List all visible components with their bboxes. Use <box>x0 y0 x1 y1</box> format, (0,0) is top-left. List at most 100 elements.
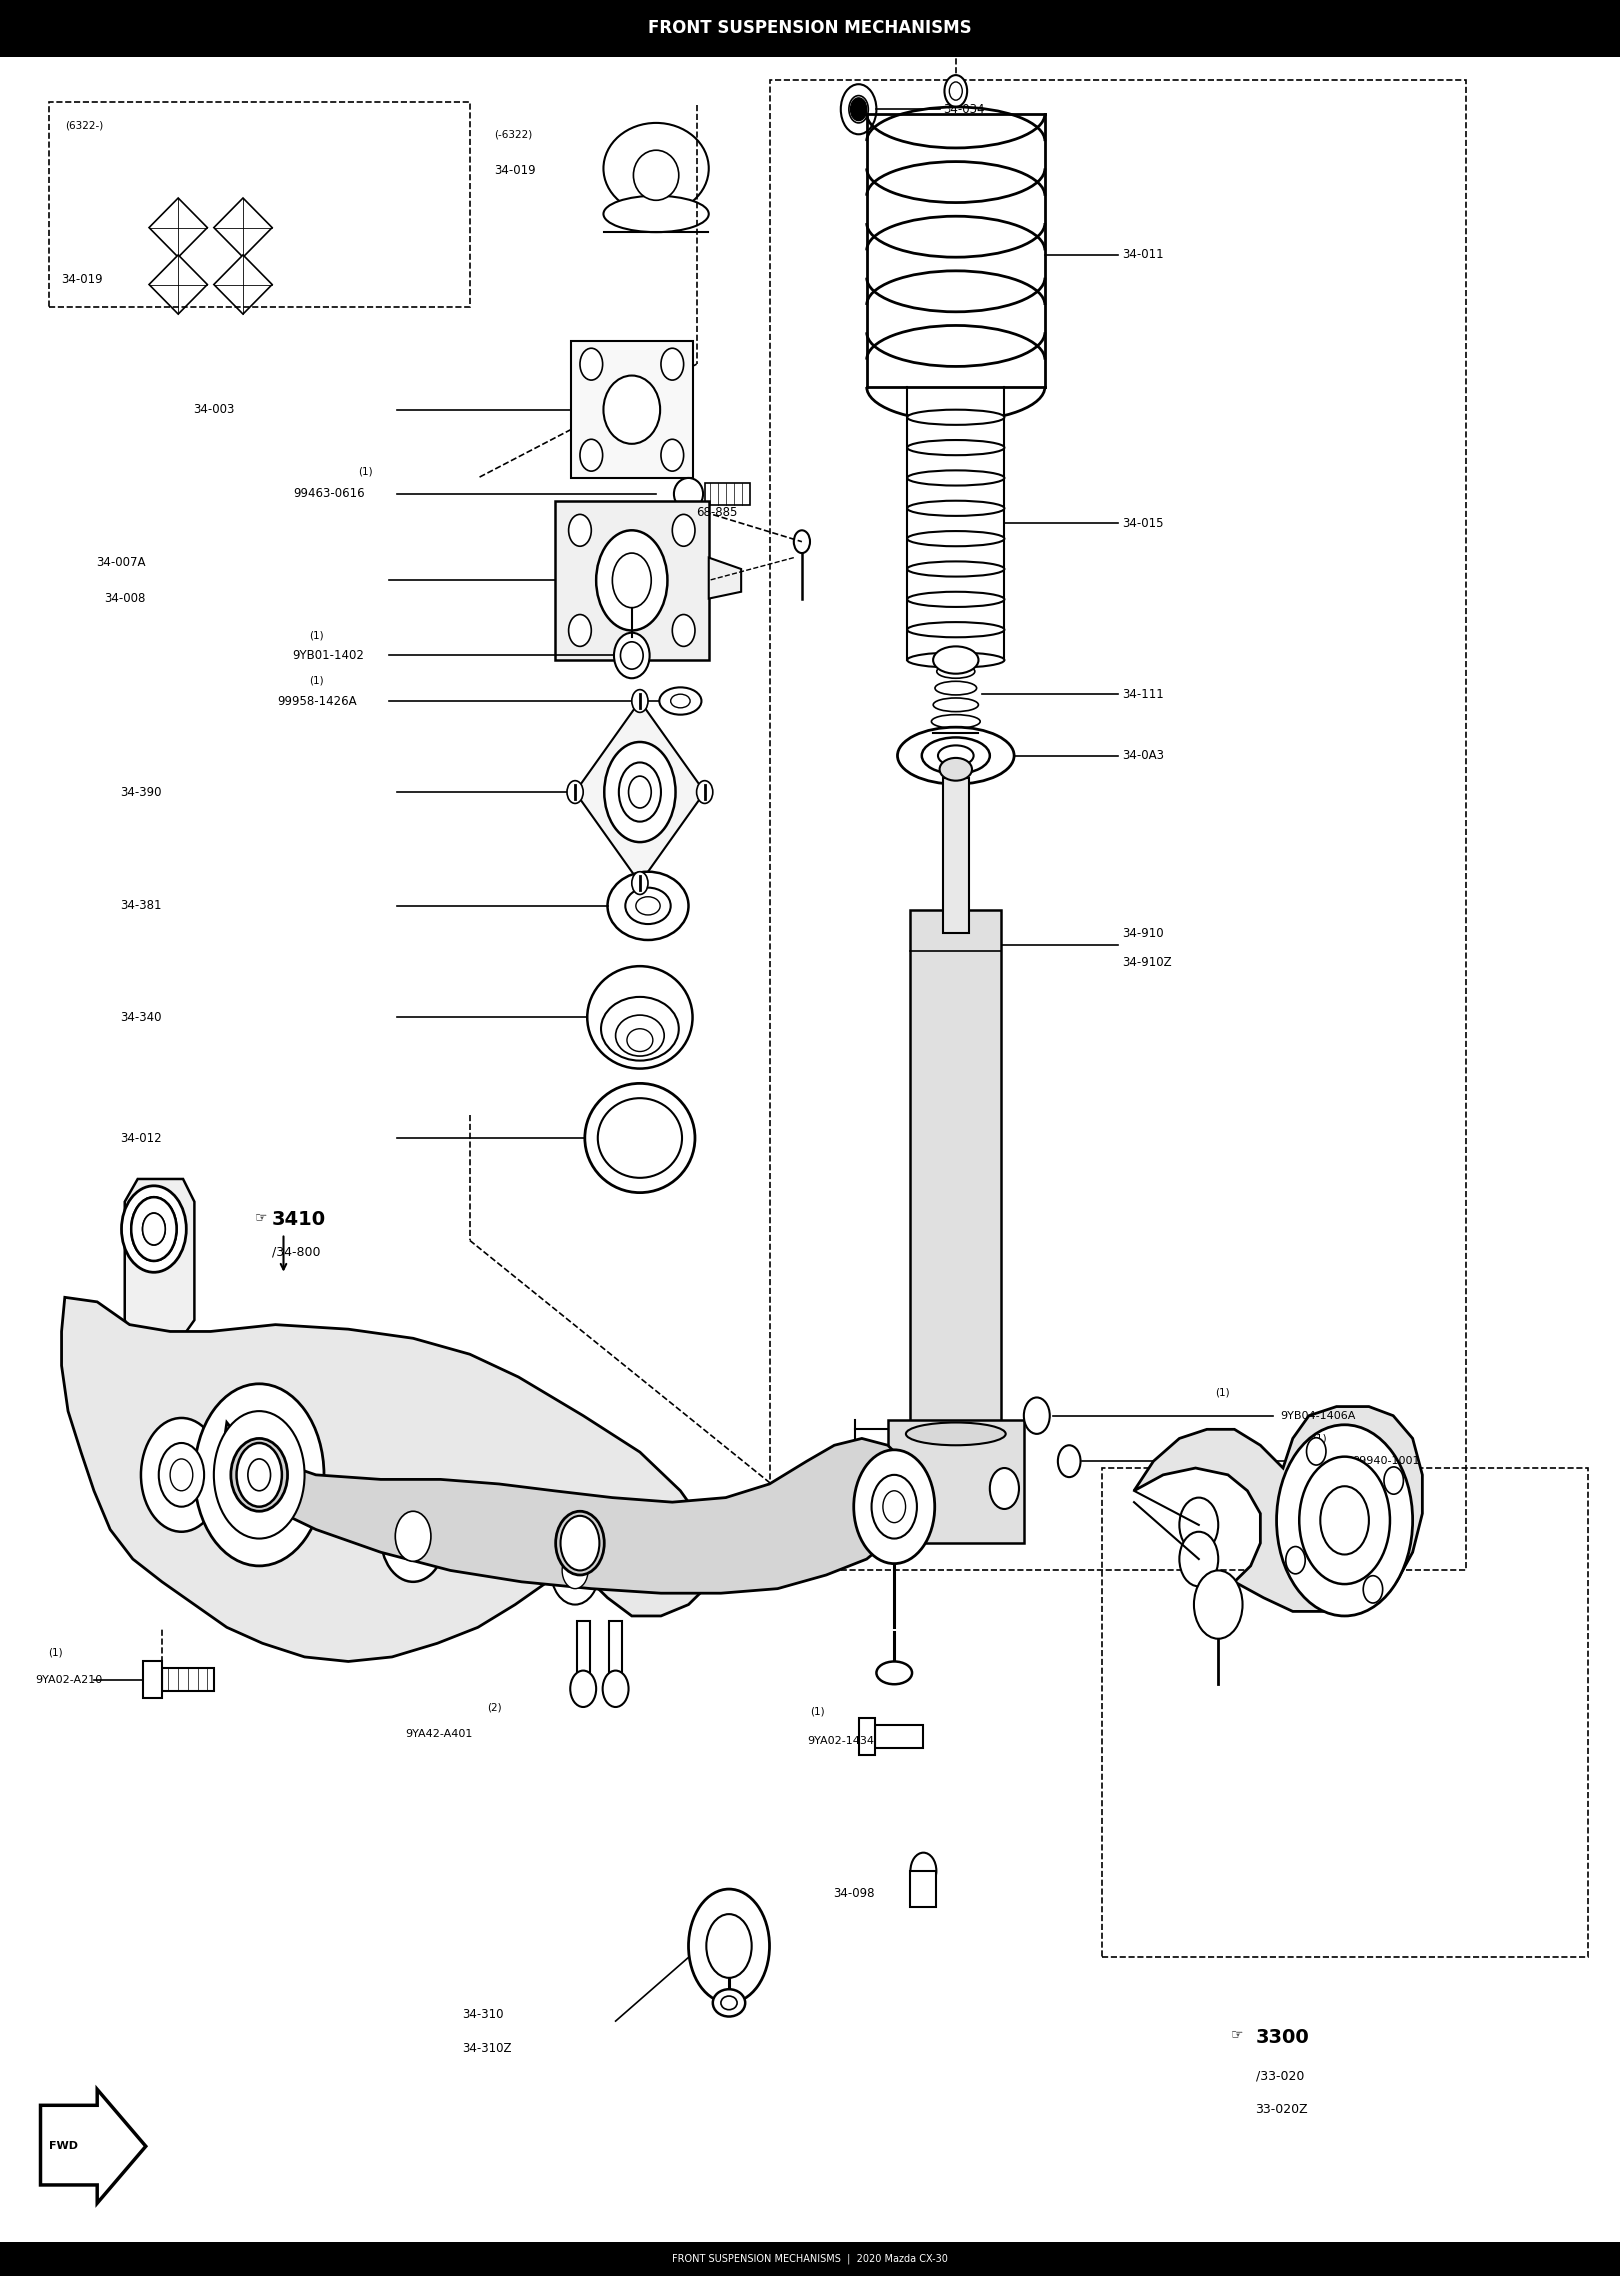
Ellipse shape <box>601 997 679 1061</box>
Circle shape <box>854 1450 935 1564</box>
Circle shape <box>1383 1468 1403 1495</box>
Circle shape <box>214 1411 305 1539</box>
Ellipse shape <box>659 687 701 715</box>
Bar <box>0 0 1620 57</box>
Circle shape <box>661 439 684 471</box>
Ellipse shape <box>230 1438 288 1511</box>
Bar <box>609 1621 622 1689</box>
Ellipse shape <box>674 478 703 510</box>
Ellipse shape <box>933 646 978 674</box>
Text: 9YB01-1402: 9YB01-1402 <box>293 649 364 662</box>
Ellipse shape <box>940 758 972 781</box>
Text: FRONT SUSPENSION MECHANISMS: FRONT SUSPENSION MECHANISMS <box>648 20 972 36</box>
Ellipse shape <box>907 439 1004 455</box>
Text: (1): (1) <box>309 676 324 685</box>
Text: /33-020: /33-020 <box>1256 2069 1304 2083</box>
Bar <box>0 2242 1620 2276</box>
Polygon shape <box>125 1179 194 1343</box>
Circle shape <box>1058 1445 1081 1477</box>
Circle shape <box>1299 1457 1390 1584</box>
Bar <box>875 1725 923 1748</box>
Text: FRONT SUSPENSION MECHANISMS  |  2020 Mazda CX-30: FRONT SUSPENSION MECHANISMS | 2020 Mazda… <box>672 2253 948 2265</box>
Ellipse shape <box>671 694 690 708</box>
Text: 3300: 3300 <box>1256 2028 1309 2046</box>
Text: (1): (1) <box>810 1707 825 1716</box>
Text: 99940-1001: 99940-1001 <box>1353 1457 1421 1466</box>
Circle shape <box>1179 1532 1218 1586</box>
Ellipse shape <box>907 410 1004 426</box>
Circle shape <box>248 1459 271 1491</box>
Circle shape <box>1277 1425 1413 1616</box>
Circle shape <box>596 530 667 630</box>
Ellipse shape <box>949 82 962 100</box>
Text: 34-015: 34-015 <box>1123 517 1165 530</box>
Text: 34-019: 34-019 <box>494 164 536 178</box>
Ellipse shape <box>897 726 1014 783</box>
Text: 33-020Z: 33-020Z <box>1256 2103 1307 2117</box>
Text: 34-340: 34-340 <box>120 1011 162 1024</box>
Polygon shape <box>710 558 740 599</box>
Ellipse shape <box>616 1015 664 1056</box>
Polygon shape <box>214 255 272 314</box>
Ellipse shape <box>585 1083 695 1193</box>
Circle shape <box>910 1853 936 1889</box>
Circle shape <box>131 1197 177 1261</box>
Ellipse shape <box>627 1029 653 1052</box>
Ellipse shape <box>907 530 1004 546</box>
Ellipse shape <box>907 653 1004 667</box>
Circle shape <box>1286 1548 1306 1575</box>
Text: (1): (1) <box>309 630 324 640</box>
Circle shape <box>697 781 713 803</box>
Ellipse shape <box>598 1099 682 1179</box>
Circle shape <box>580 439 603 471</box>
Text: 34-310Z: 34-310Z <box>462 2042 512 2055</box>
Text: 9YB04-1406A: 9YB04-1406A <box>1280 1411 1356 1420</box>
Circle shape <box>672 514 695 546</box>
Ellipse shape <box>633 150 679 200</box>
Text: FWD: FWD <box>49 2142 78 2151</box>
Text: (1): (1) <box>1215 1388 1230 1397</box>
Ellipse shape <box>922 737 990 774</box>
Text: 34-008: 34-008 <box>104 592 146 605</box>
Bar <box>888 1420 1024 1543</box>
Ellipse shape <box>907 501 1004 517</box>
Polygon shape <box>1134 1407 1422 1611</box>
Circle shape <box>561 1516 599 1570</box>
Ellipse shape <box>603 376 661 444</box>
Bar <box>943 778 969 933</box>
Circle shape <box>395 1511 431 1561</box>
Ellipse shape <box>906 1422 1006 1445</box>
Circle shape <box>629 776 651 808</box>
Circle shape <box>551 1536 599 1605</box>
Circle shape <box>1362 1575 1383 1602</box>
Circle shape <box>570 1671 596 1707</box>
Text: 34-381: 34-381 <box>120 899 162 913</box>
Bar <box>770 80 1466 1570</box>
Polygon shape <box>224 1422 910 1593</box>
Circle shape <box>632 690 648 712</box>
Text: 34-007A: 34-007A <box>96 555 146 569</box>
Circle shape <box>159 1443 204 1507</box>
Ellipse shape <box>936 665 975 678</box>
Ellipse shape <box>907 621 1004 637</box>
Ellipse shape <box>635 897 661 915</box>
Ellipse shape <box>935 681 977 694</box>
Circle shape <box>194 1384 324 1566</box>
Circle shape <box>143 1213 165 1245</box>
Text: ☞: ☞ <box>254 1211 267 1224</box>
Text: 34-910: 34-910 <box>1123 926 1165 940</box>
Circle shape <box>1024 1397 1050 1434</box>
Ellipse shape <box>931 715 980 728</box>
Text: 9YA02-A210: 9YA02-A210 <box>36 1675 104 1684</box>
Circle shape <box>143 1213 165 1245</box>
Text: (-6322): (-6322) <box>494 130 533 139</box>
Circle shape <box>141 1418 222 1532</box>
Text: 34-019: 34-019 <box>62 273 104 287</box>
Polygon shape <box>214 198 272 257</box>
Circle shape <box>381 1491 446 1582</box>
Circle shape <box>612 553 651 608</box>
Bar <box>162 1668 214 1691</box>
Polygon shape <box>575 701 705 883</box>
Ellipse shape <box>625 888 671 924</box>
Circle shape <box>1194 1570 1243 1639</box>
